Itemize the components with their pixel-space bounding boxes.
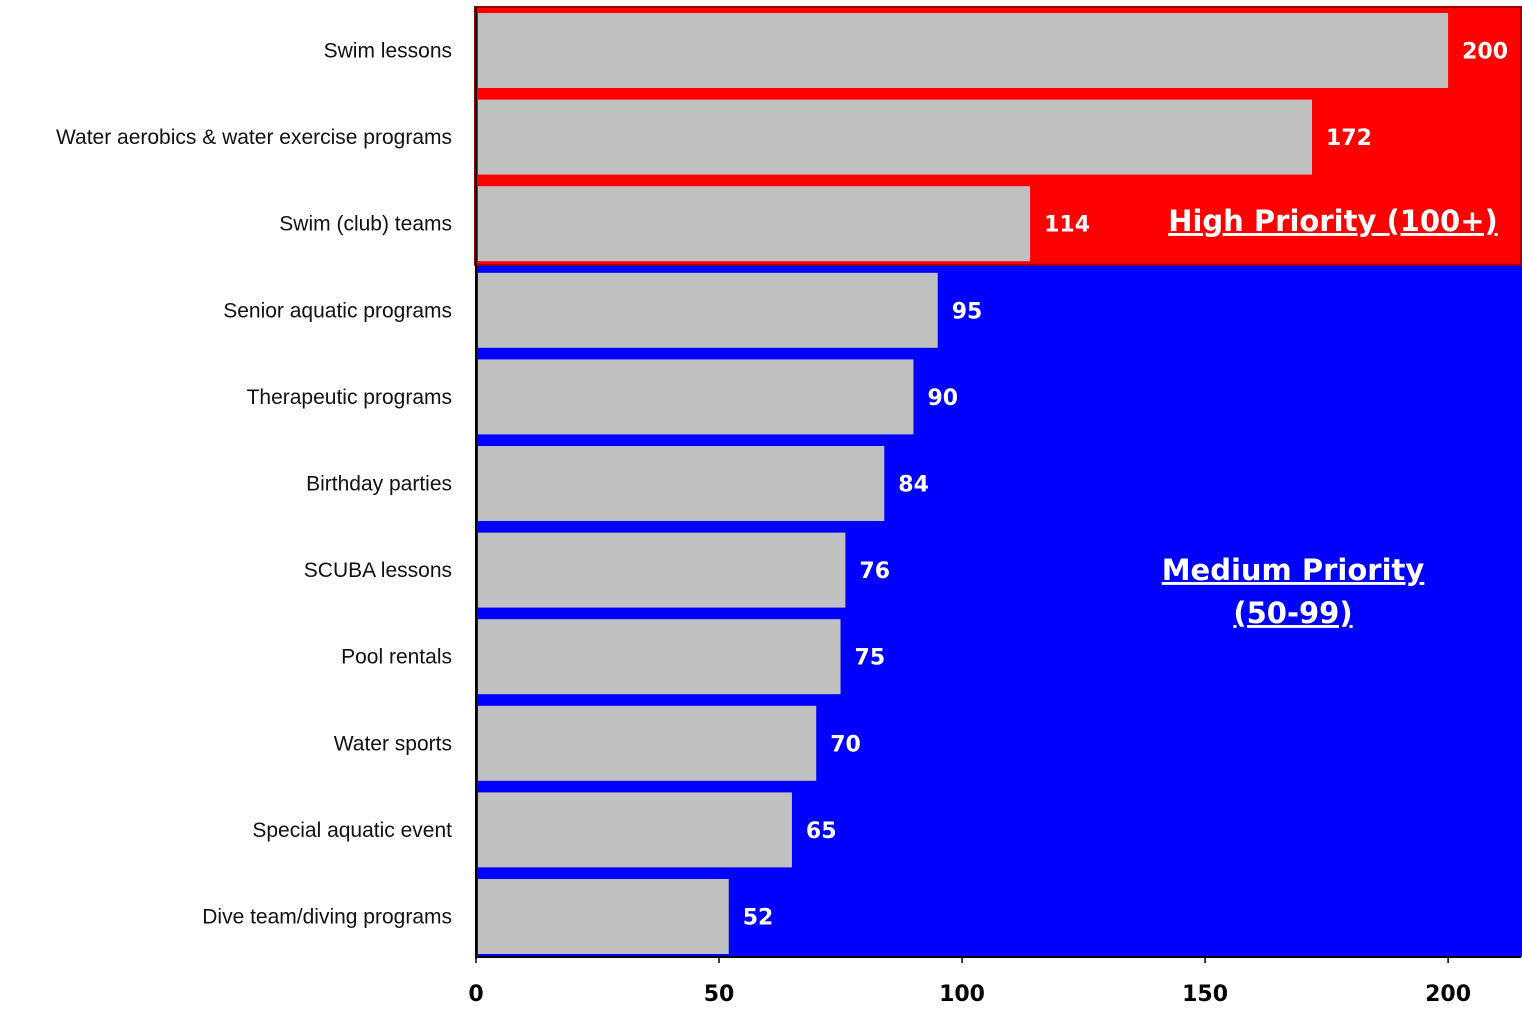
bar-1 bbox=[478, 99, 1312, 175]
high-priority-label: High Priority (100+) bbox=[1168, 204, 1498, 238]
bar-8 bbox=[478, 705, 817, 781]
bar-9 bbox=[478, 792, 792, 868]
bar-0 bbox=[478, 13, 1449, 88]
medium-priority-label: (50-99) bbox=[1233, 596, 1352, 630]
category-label: Water aerobics & water exercise programs bbox=[56, 126, 452, 149]
value-label: 65 bbox=[806, 819, 837, 844]
bar-2 bbox=[478, 186, 1031, 262]
value-label: 172 bbox=[1326, 126, 1372, 151]
x-tick-label: 150 bbox=[1182, 982, 1228, 1007]
value-label: 90 bbox=[927, 386, 958, 411]
bar-5 bbox=[478, 446, 885, 521]
value-label: 200 bbox=[1462, 40, 1508, 65]
bar-4 bbox=[478, 359, 914, 435]
category-label: SCUBA lessons bbox=[304, 559, 452, 582]
value-label: 52 bbox=[743, 906, 774, 931]
category-label: Therapeutic programs bbox=[247, 386, 452, 409]
x-tick-label: 100 bbox=[939, 982, 985, 1007]
value-label: 75 bbox=[855, 646, 886, 671]
category-label: Special aquatic event bbox=[252, 819, 452, 842]
bar-7 bbox=[478, 619, 841, 695]
bar-10 bbox=[478, 879, 729, 954]
value-label: 95 bbox=[952, 299, 983, 324]
category-label: Pool rentals bbox=[341, 646, 452, 669]
category-label: Swim (club) teams bbox=[279, 213, 452, 236]
x-tick-label: 50 bbox=[704, 982, 735, 1007]
medium-priority-label: Medium Priority bbox=[1162, 553, 1425, 587]
value-label: 84 bbox=[898, 473, 929, 498]
value-label: 114 bbox=[1044, 213, 1090, 238]
category-label: Senior aquatic programs bbox=[223, 299, 452, 322]
bar-3 bbox=[478, 272, 938, 348]
category-label: Birthday parties bbox=[306, 473, 452, 496]
category-label: Swim lessons bbox=[324, 40, 452, 63]
x-tick-label: 200 bbox=[1425, 982, 1471, 1007]
x-tick-label: 0 bbox=[468, 982, 483, 1007]
value-label: 76 bbox=[859, 559, 890, 584]
bar-6 bbox=[478, 532, 846, 608]
category-label: Dive team/diving programs bbox=[202, 906, 452, 929]
category-label: Water sports bbox=[334, 732, 452, 755]
value-label: 70 bbox=[830, 732, 861, 757]
